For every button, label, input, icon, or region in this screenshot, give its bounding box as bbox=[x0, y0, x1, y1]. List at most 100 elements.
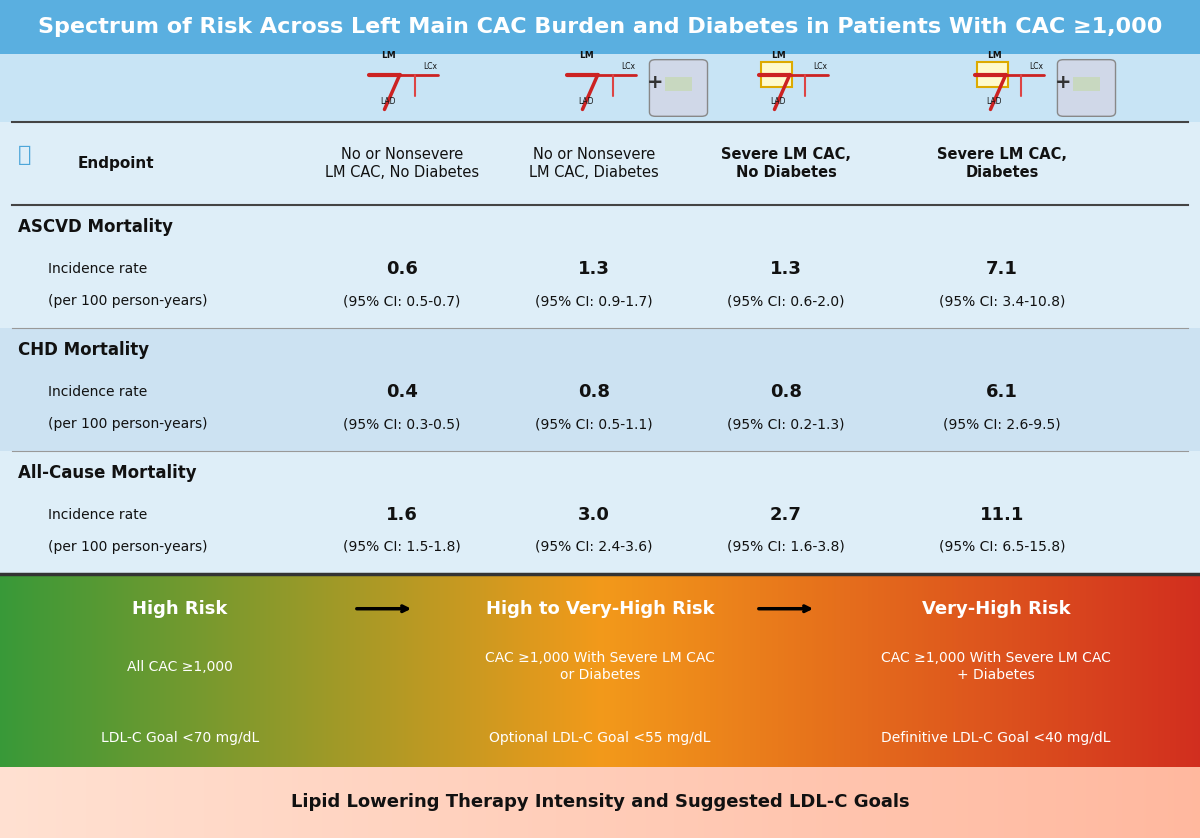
Bar bbox=[610, 767, 613, 838]
Bar bbox=[554, 767, 557, 838]
Text: ASCVD Mortality: ASCVD Mortality bbox=[18, 219, 173, 236]
Bar bbox=[468, 767, 472, 838]
Bar bbox=[268, 574, 271, 767]
Bar bbox=[986, 767, 989, 838]
Bar bbox=[316, 767, 319, 838]
Bar bbox=[64, 767, 67, 838]
FancyBboxPatch shape bbox=[761, 62, 792, 87]
Bar bbox=[4, 574, 7, 767]
Bar bbox=[780, 767, 784, 838]
Bar bbox=[606, 767, 610, 838]
Bar bbox=[596, 574, 599, 767]
Bar bbox=[574, 574, 577, 767]
Bar bbox=[394, 767, 397, 838]
Bar bbox=[84, 574, 88, 767]
Bar bbox=[724, 574, 727, 767]
Bar bbox=[238, 574, 241, 767]
Bar bbox=[22, 767, 25, 838]
Bar bbox=[12, 767, 16, 838]
Bar bbox=[972, 574, 976, 767]
Bar bbox=[1190, 574, 1193, 767]
Bar bbox=[154, 574, 157, 767]
Bar bbox=[88, 767, 91, 838]
Bar bbox=[516, 574, 520, 767]
Bar bbox=[774, 574, 778, 767]
Bar bbox=[390, 767, 394, 838]
Bar bbox=[676, 767, 679, 838]
Bar bbox=[716, 574, 719, 767]
Text: 6.1: 6.1 bbox=[986, 383, 1018, 401]
Bar bbox=[1152, 574, 1156, 767]
Bar bbox=[934, 574, 937, 767]
Bar bbox=[992, 574, 995, 767]
Bar bbox=[788, 767, 791, 838]
Bar bbox=[830, 767, 833, 838]
Bar bbox=[444, 574, 448, 767]
Bar bbox=[660, 767, 664, 838]
Bar bbox=[558, 767, 562, 838]
Bar bbox=[1186, 574, 1189, 767]
Bar bbox=[186, 574, 190, 767]
Bar bbox=[922, 574, 925, 767]
Bar bbox=[910, 574, 913, 767]
Bar bbox=[54, 767, 58, 838]
Bar bbox=[1036, 574, 1039, 767]
Bar bbox=[362, 574, 365, 767]
Bar bbox=[374, 767, 377, 838]
Bar bbox=[1176, 574, 1180, 767]
Bar bbox=[1170, 574, 1174, 767]
Bar bbox=[458, 767, 461, 838]
Bar bbox=[926, 767, 929, 838]
Bar bbox=[386, 574, 389, 767]
Bar bbox=[536, 574, 539, 767]
Bar bbox=[310, 767, 313, 838]
Bar bbox=[84, 767, 88, 838]
Bar bbox=[334, 574, 337, 767]
Bar bbox=[34, 574, 37, 767]
Bar bbox=[1112, 574, 1115, 767]
Bar bbox=[832, 767, 835, 838]
Bar bbox=[1030, 574, 1033, 767]
Bar bbox=[626, 767, 629, 838]
Bar bbox=[368, 574, 371, 767]
Bar bbox=[320, 767, 323, 838]
Text: 7.1: 7.1 bbox=[986, 261, 1018, 278]
Bar bbox=[114, 574, 118, 767]
Bar bbox=[2, 767, 5, 838]
Bar bbox=[352, 767, 355, 838]
Bar bbox=[42, 767, 46, 838]
Bar bbox=[970, 767, 973, 838]
Bar bbox=[296, 767, 299, 838]
Bar bbox=[276, 574, 280, 767]
Bar bbox=[904, 767, 907, 838]
Text: Severe LM CAC,
No Diabetes: Severe LM CAC, No Diabetes bbox=[721, 147, 851, 179]
Bar bbox=[492, 767, 496, 838]
Bar bbox=[666, 574, 670, 767]
Bar bbox=[132, 574, 136, 767]
Bar bbox=[1146, 574, 1150, 767]
Text: Spectrum of Risk Across Left Main CAC Burden and Diabetes in Patients With CAC ≥: Spectrum of Risk Across Left Main CAC Bu… bbox=[38, 18, 1162, 37]
Bar bbox=[770, 767, 773, 838]
Bar bbox=[252, 574, 256, 767]
Bar bbox=[1110, 574, 1114, 767]
Bar bbox=[516, 767, 520, 838]
Bar bbox=[1156, 574, 1159, 767]
Bar bbox=[734, 574, 737, 767]
Bar bbox=[900, 574, 904, 767]
Bar bbox=[408, 767, 412, 838]
Bar bbox=[702, 767, 706, 838]
Bar bbox=[288, 574, 292, 767]
Bar bbox=[282, 574, 286, 767]
Bar bbox=[350, 574, 353, 767]
Bar bbox=[1114, 574, 1117, 767]
Bar bbox=[798, 574, 802, 767]
Bar bbox=[80, 574, 83, 767]
Bar bbox=[298, 767, 301, 838]
Bar bbox=[802, 767, 805, 838]
Bar bbox=[588, 574, 592, 767]
Text: +: + bbox=[1055, 73, 1072, 92]
Bar bbox=[494, 767, 497, 838]
Bar bbox=[1012, 767, 1015, 838]
Bar bbox=[442, 767, 445, 838]
Bar bbox=[410, 574, 413, 767]
